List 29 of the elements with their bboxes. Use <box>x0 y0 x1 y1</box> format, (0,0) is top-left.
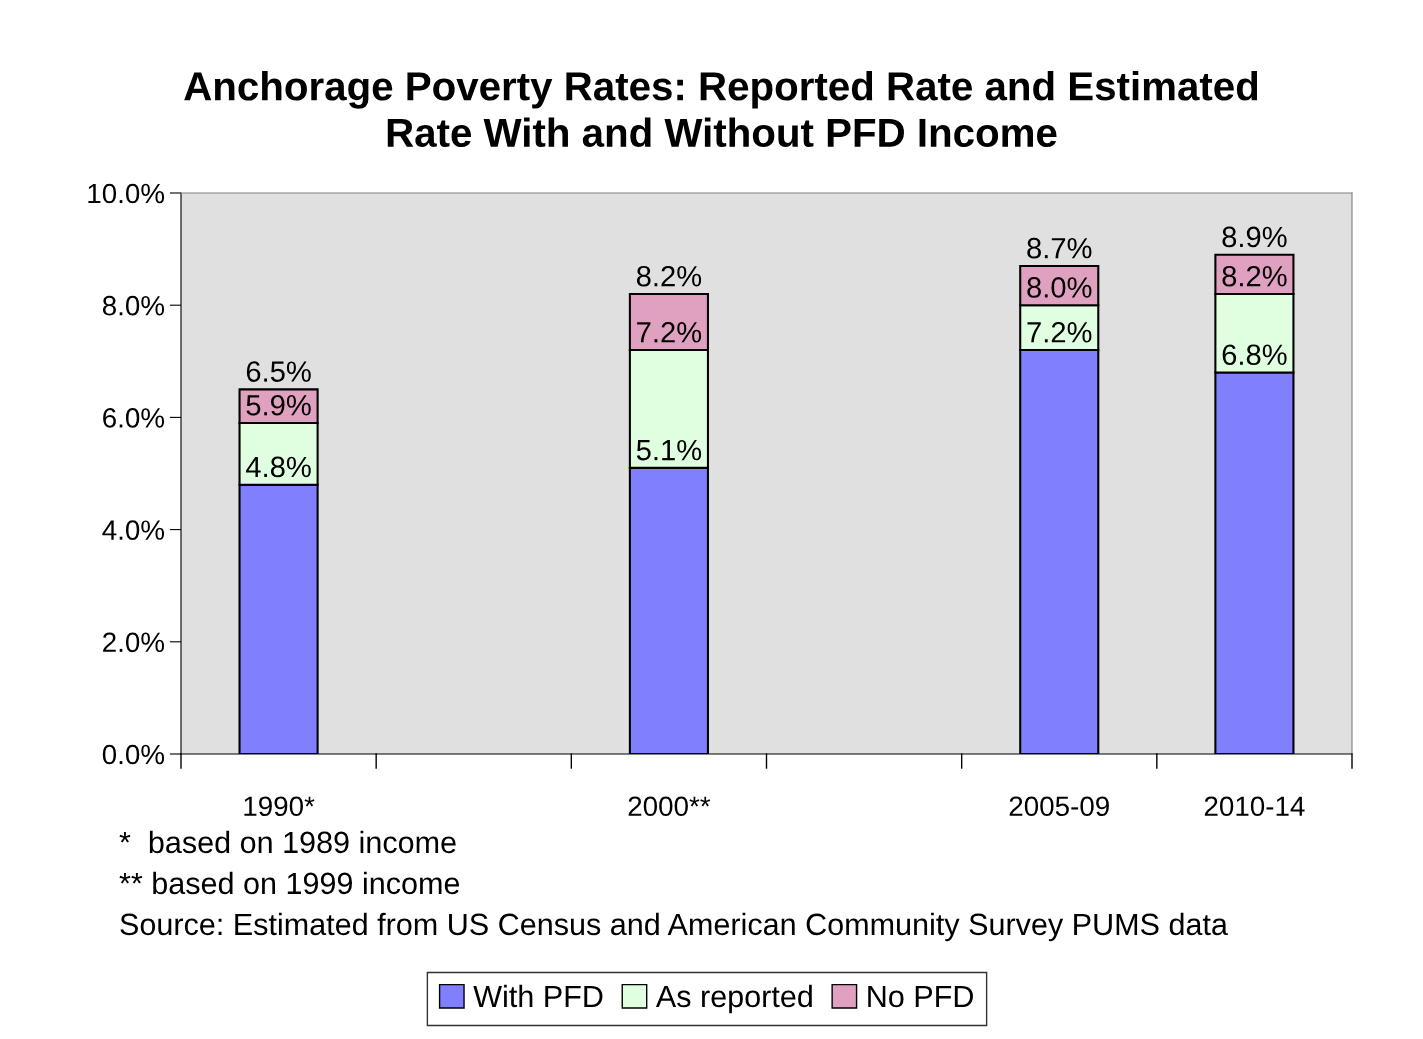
data-label: 5.1% <box>636 439 702 461</box>
data-label: 7.2% <box>1027 321 1092 343</box>
text: ** based on 1999 income <box>119 871 460 895</box>
x-tick-label: 2000** <box>628 796 711 817</box>
annotation: 5.9% <box>246 394 311 416</box>
annotation: 7.2% <box>637 321 702 343</box>
annotation: 8.2% <box>1222 265 1287 287</box>
annotation: 8.0% <box>1027 277 1092 298</box>
chart-title: Anchorage Poverty Rates: Reported Rate and Estimated Rate With and Without PFD Income <box>184 70 1258 148</box>
x-tick-label: 2010-14 <box>1204 796 1305 817</box>
y-tick-label: 4.0% <box>102 520 165 540</box>
text: * based on 1989 income <box>119 830 456 854</box>
annotation: 8.9% <box>1222 226 1287 248</box>
data-label: 6.8% <box>1222 344 1287 366</box>
annotation: 8.7% <box>1027 237 1092 259</box>
x-tick-label: 1990* <box>244 796 315 817</box>
y-tick-label: 0.0% <box>102 744 165 765</box>
legend-label: With PFD <box>473 984 603 1008</box>
y-tick-label: 6.0% <box>103 408 165 428</box>
y-tick-label: 2.0% <box>103 632 165 653</box>
legend-label: No PFD <box>868 985 973 1008</box>
annotation: 8.2% <box>636 265 702 287</box>
annotation: 6.5% <box>246 361 311 382</box>
legend-label: As reported <box>655 984 812 1014</box>
y-tick-label: 10.0% <box>88 183 165 204</box>
source-note: Source: Estimated from US Census and American Community Survey PUMS data <box>120 912 1228 942</box>
x-tick-label: 2005-09 <box>1009 796 1109 817</box>
data-label: 4.8% <box>246 456 311 478</box>
y-tick-label: 8.0% <box>102 295 165 316</box>
